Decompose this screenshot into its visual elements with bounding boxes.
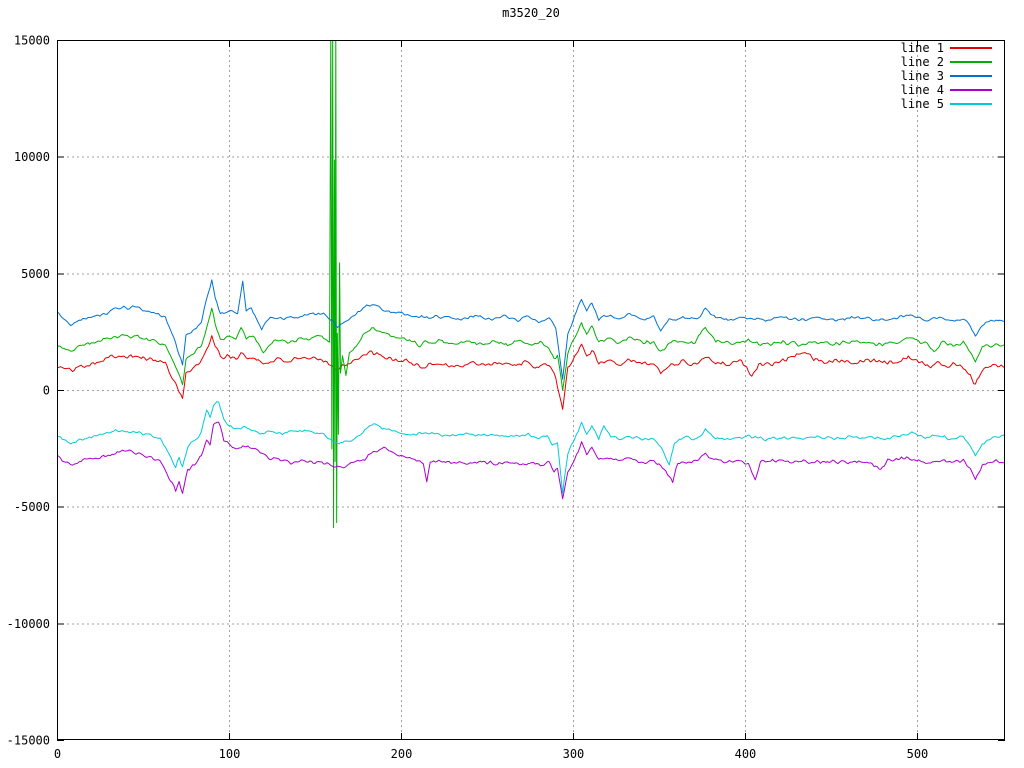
svg-text:500: 500 (907, 747, 929, 761)
svg-text:300: 300 (563, 747, 585, 761)
legend-label: line 3 (900, 69, 944, 83)
svg-text:0: 0 (43, 384, 50, 398)
svg-text:10000: 10000 (14, 150, 50, 164)
svg-text:400: 400 (735, 747, 757, 761)
legend-line-sample (950, 89, 992, 91)
legend-label: line 4 (900, 83, 944, 97)
legend-line-sample (950, 61, 992, 63)
legend-item: line 3 (901, 69, 992, 83)
legend-label: line 5 (900, 97, 944, 111)
legend-line-sample (950, 75, 992, 77)
legend-line-sample (950, 103, 992, 105)
legend-label: line 1 (900, 41, 944, 55)
svg-text:-15000: -15000 (7, 734, 50, 748)
legend-label: line 2 (900, 55, 944, 69)
legend-item: line 1 (901, 41, 992, 55)
legend-line-sample (950, 47, 992, 49)
svg-text:15000: 15000 (14, 34, 50, 48)
svg-text:-5000: -5000 (14, 500, 50, 514)
legend-item: line 2 (901, 55, 992, 69)
svg-text:100: 100 (219, 747, 241, 761)
legend-item: line 5 (901, 97, 992, 111)
svg-text:200: 200 (391, 747, 413, 761)
chart-title: m3520_20 (502, 6, 560, 20)
svg-text:5000: 5000 (21, 267, 50, 281)
legend-item: line 4 (901, 83, 992, 97)
svg-text:0: 0 (54, 747, 61, 761)
svg-text:-10000: -10000 (7, 617, 50, 631)
legend: line 1 line 2 line 3 line 4 line 5 (901, 41, 992, 111)
